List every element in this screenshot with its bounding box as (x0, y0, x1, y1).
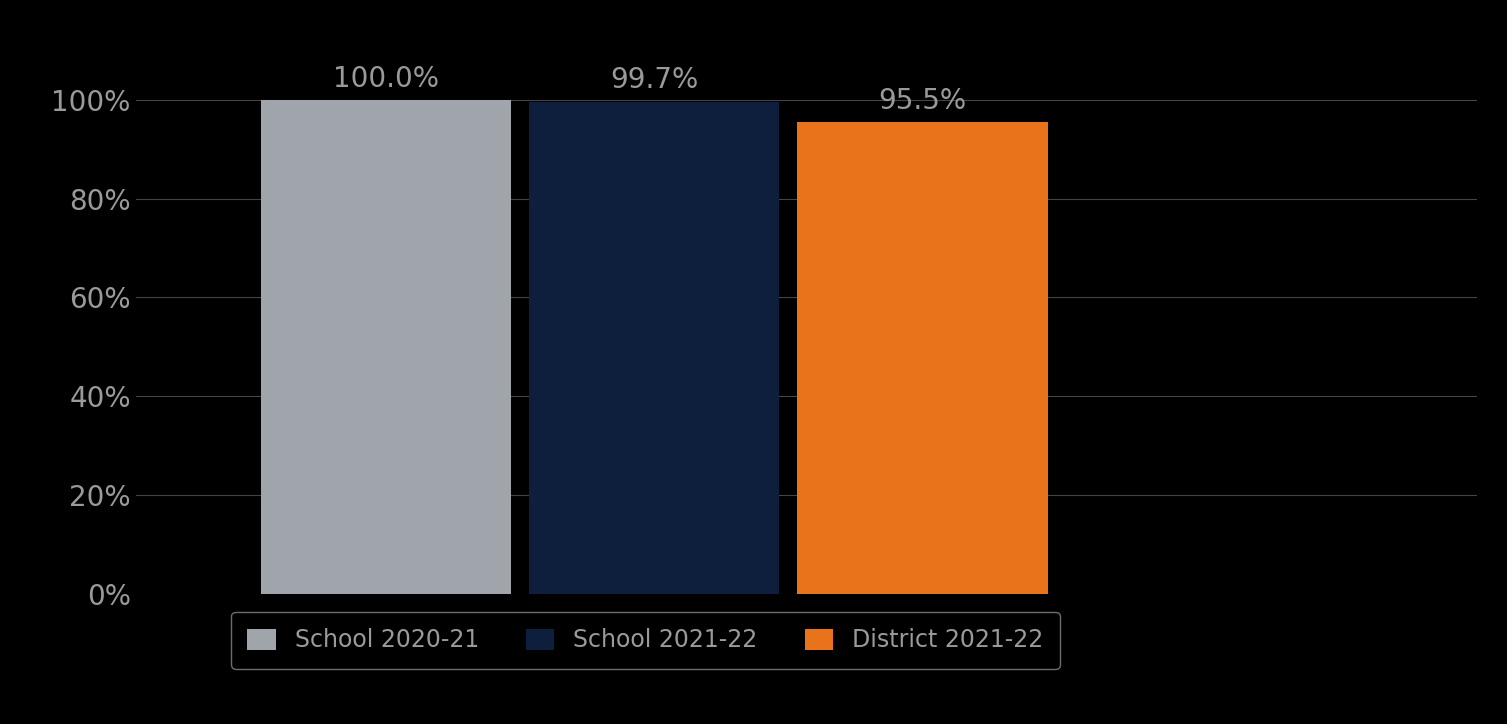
Text: 100.0%: 100.0% (333, 64, 439, 93)
Text: 95.5%: 95.5% (879, 87, 966, 115)
Legend: School 2020-21, School 2021-22, District 2021-22: School 2020-21, School 2021-22, District… (231, 612, 1059, 669)
Bar (529, 101, 779, 594)
Text: 99.7%: 99.7% (610, 66, 698, 94)
Bar (261, 100, 511, 594)
Bar (797, 122, 1047, 594)
